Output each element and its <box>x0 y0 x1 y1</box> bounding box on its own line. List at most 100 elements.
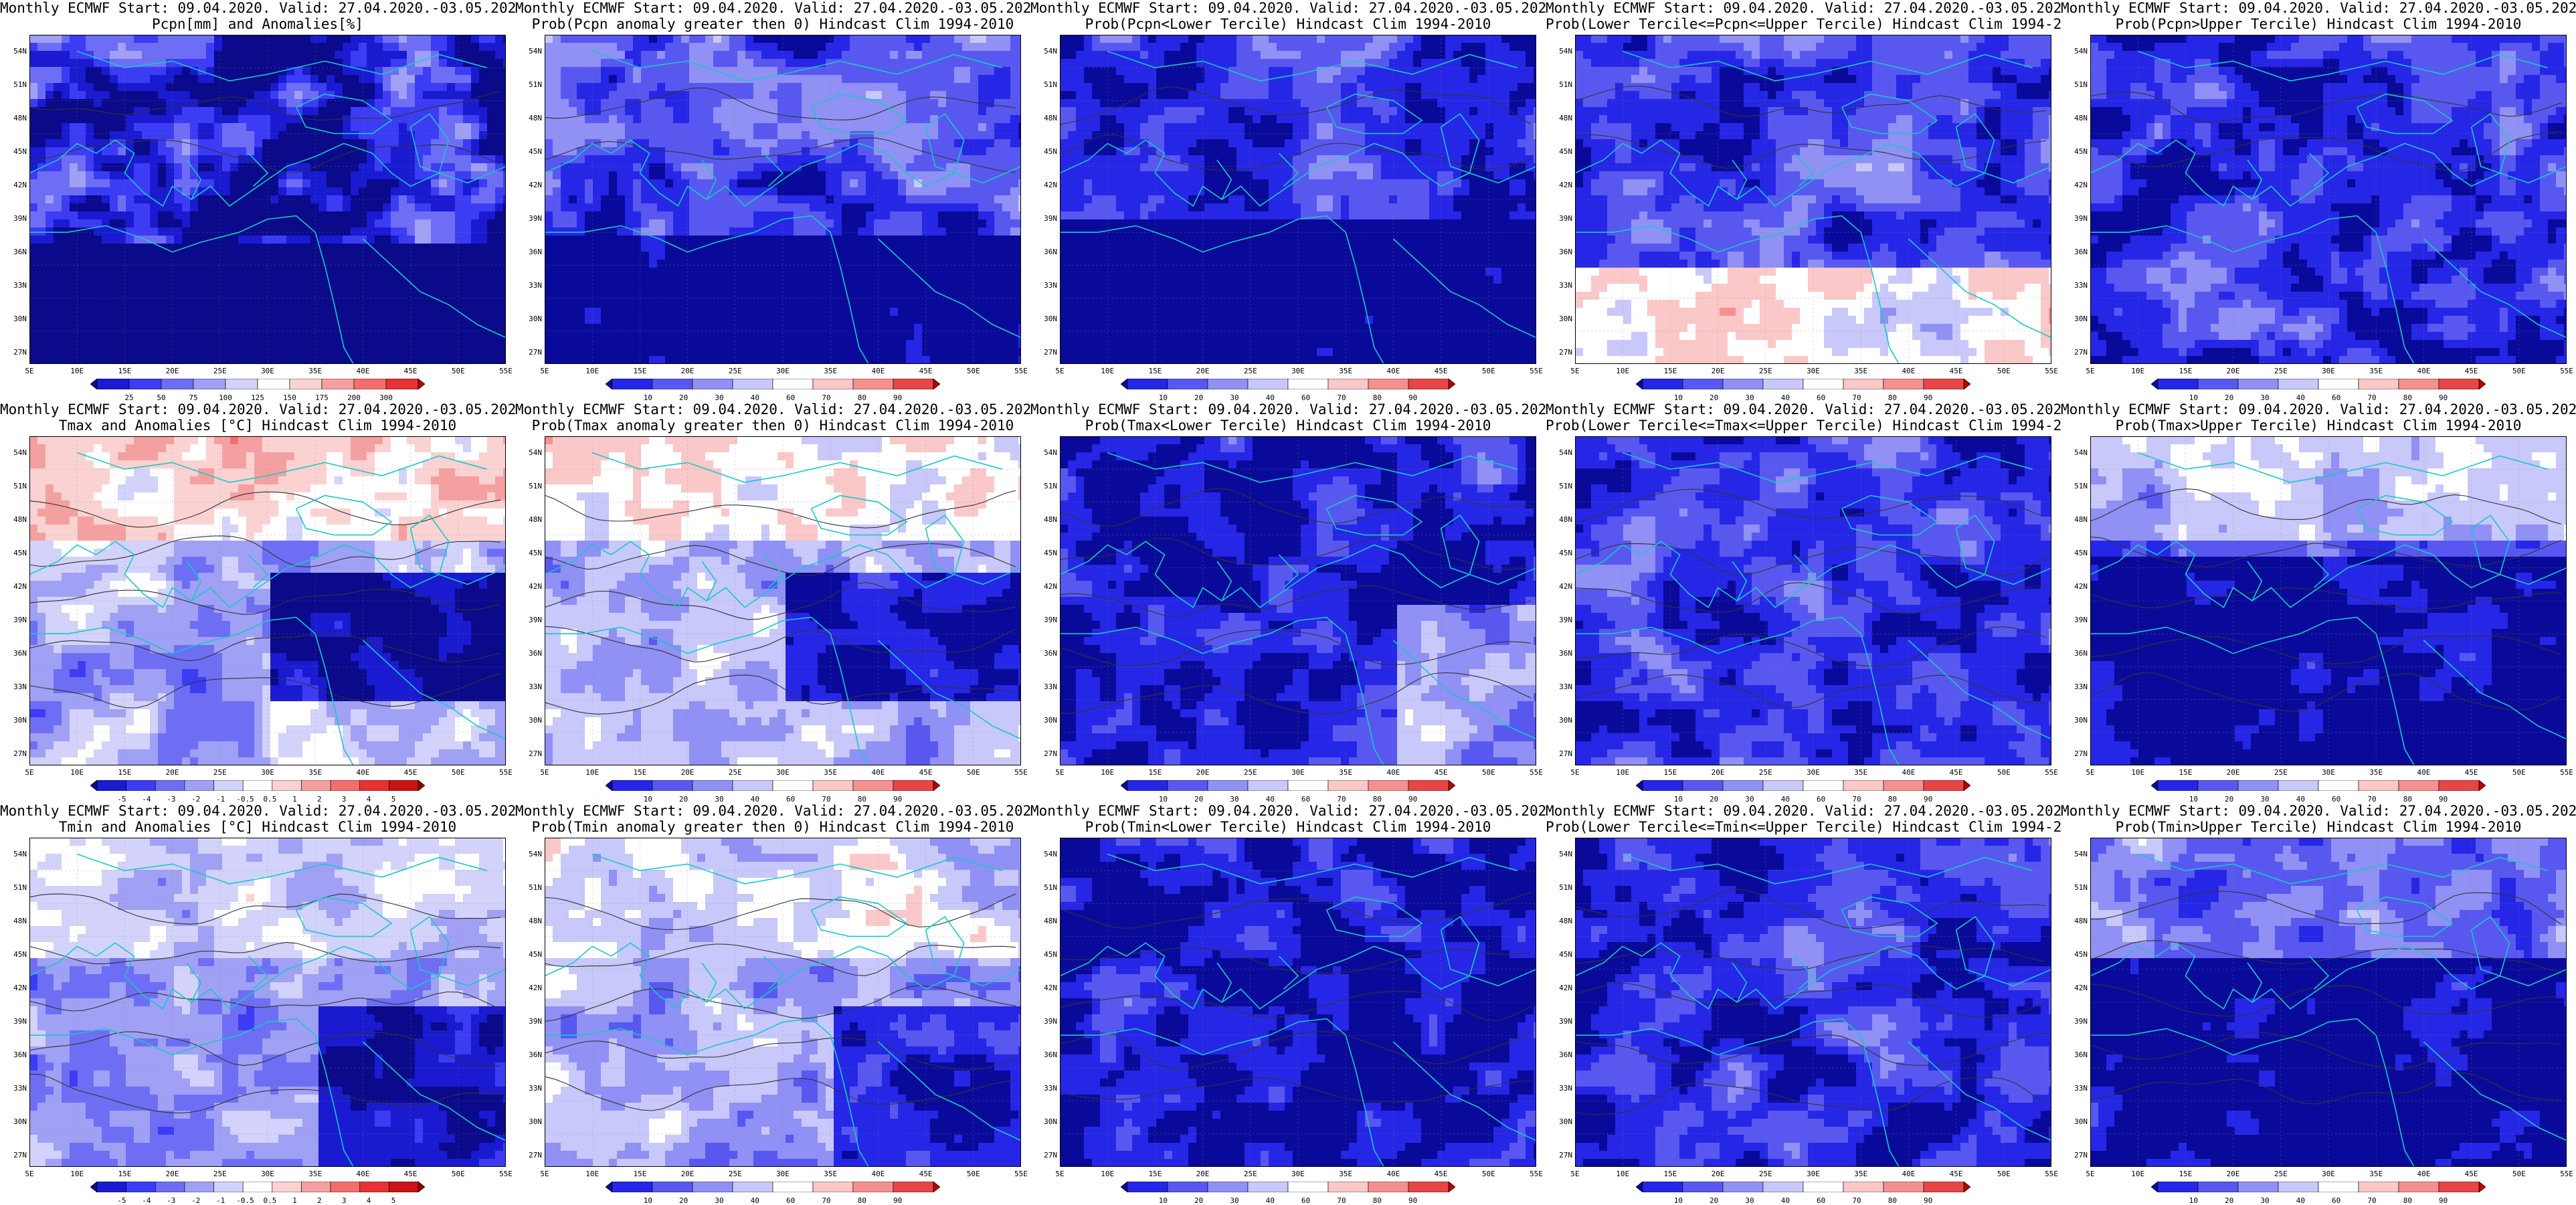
latitude-label: 27N <box>1550 348 1572 357</box>
colorbar-swatch <box>258 379 290 389</box>
colorbar-swatch <box>933 1182 940 1192</box>
latitude-label: 48N <box>4 114 27 122</box>
colorbar-swatch <box>693 379 733 389</box>
latitude-label: 27N <box>519 749 542 758</box>
colorbar-swatch <box>773 379 813 389</box>
latitude-label: 36N <box>519 1050 542 1059</box>
panel-title-line1: Monthly ECMWF Start: 09.04.2020. Valid: … <box>1546 0 2061 16</box>
longitude-label: 45E <box>919 768 933 777</box>
map-field-svg <box>2090 838 2567 1167</box>
latitude-label: 42N <box>1550 181 1572 189</box>
latitude-label: 54N <box>2065 47 2088 56</box>
latitude-label: 51N <box>519 482 542 490</box>
map-field-svg <box>29 35 506 364</box>
longitude-label: 45E <box>919 367 933 375</box>
panel-title: Monthly ECMWF Start: 09.04.2020. Valid: … <box>1030 401 1546 436</box>
colorbar-swatch <box>1328 780 1368 791</box>
latitude-label: 42N <box>1550 984 1572 992</box>
longitude-label: 45E <box>1950 367 1963 375</box>
longitude-label: 30E <box>2322 367 2335 375</box>
map-field-svg <box>1060 838 1536 1167</box>
colorbar-swatch <box>354 379 386 389</box>
longitude-label: 40E <box>871 367 885 375</box>
longitude-label: 45E <box>404 1170 418 1178</box>
forecast-map <box>1575 436 2051 765</box>
latitude-label: 27N <box>519 1151 542 1160</box>
latitude-label: 27N <box>519 348 542 357</box>
longitude-label: 40E <box>1386 768 1400 777</box>
longitude-label: 55E <box>1530 367 1543 375</box>
colorbar-label: 60 <box>1301 1196 1310 1205</box>
latitude-label: 30N <box>2065 314 2088 323</box>
colorbar-swatch <box>161 379 193 389</box>
colorbar-swatch <box>1121 1182 1127 1192</box>
colorbar-swatch <box>893 780 933 791</box>
colorbar-swatch <box>1168 379 1208 389</box>
colorbar-label: 0.5 <box>264 1196 277 1205</box>
latitude-label: 54N <box>1550 47 1572 56</box>
longitude-label: 5E <box>540 768 549 777</box>
map-field-svg <box>545 436 1021 765</box>
colorbar-swatch <box>933 780 940 791</box>
longitude-label: 45E <box>1435 1170 1448 1178</box>
forecast-panel: Monthly ECMWF Start: 09.04.2020. Valid: … <box>0 0 515 401</box>
colorbar-swatch <box>612 780 652 791</box>
longitude-label: 10E <box>585 1170 599 1178</box>
latitude-label: 33N <box>4 682 27 691</box>
longitude-label: 20E <box>166 768 179 777</box>
panel-title-line2: Tmin and Anomalies [°C] Hindcast Clim 19… <box>0 819 515 835</box>
colorbar-swatch <box>301 780 331 791</box>
latitude-label: 36N <box>1550 649 1572 658</box>
colorbar-swatch <box>225 379 258 389</box>
colorbar-swatch <box>606 379 612 389</box>
colorbar-label: 30 <box>715 1196 723 1205</box>
latitude-label: 51N <box>1550 482 1572 490</box>
colorbar-label: 80 <box>858 1196 866 1205</box>
latitude-label: 51N <box>1550 80 1572 89</box>
colorbar-swatch <box>2359 780 2399 791</box>
latitude-label: 42N <box>1034 582 1057 591</box>
map-field-svg <box>545 35 1021 364</box>
longitude-label: 10E <box>585 768 599 777</box>
panel-title: Monthly ECMWF Start: 09.04.2020. Valid: … <box>515 0 1030 35</box>
colorbar-swatch <box>1408 1182 1449 1192</box>
longitude-label: 40E <box>871 768 885 777</box>
colorbar-swatch <box>2158 379 2198 389</box>
latitude-label: 51N <box>1550 883 1572 892</box>
longitude-label: 5E <box>1055 367 1064 375</box>
latitude-label: 39N <box>1034 616 1057 624</box>
colorbar-swatch <box>360 1182 389 1192</box>
longitude-label: 30E <box>261 768 274 777</box>
longitude-label: 55E <box>2560 367 2573 375</box>
colorbar-swatch <box>1127 379 1168 389</box>
colorbar-swatch <box>243 1182 272 1192</box>
map-field-svg <box>2090 436 2567 765</box>
colorbar-swatch <box>1803 780 1843 791</box>
colorbar-label: 80 <box>2403 1196 2412 1205</box>
colorbar-swatch <box>652 379 693 389</box>
longitude-label: 20E <box>1196 367 1210 375</box>
colorbar-label: 20 <box>679 1196 688 1205</box>
longitude-label: 50E <box>967 768 980 777</box>
longitude-label: 5E <box>2086 768 2094 777</box>
longitude-label: 50E <box>452 1170 465 1178</box>
colorbar-label: 4 <box>367 1196 371 1205</box>
panel-title-line2: Prob(Tmin anomaly greater then 0) Hindca… <box>515 819 1030 835</box>
latitude-label: 51N <box>1034 883 1057 892</box>
colorbar-swatch <box>1843 1182 1883 1192</box>
longitude-label: 5E <box>540 367 549 375</box>
latitude-label: 48N <box>1550 114 1572 122</box>
longitude-label: 30E <box>776 1170 790 1178</box>
longitude-label: 5E <box>1570 367 1579 375</box>
latitude-label: 45N <box>1550 549 1572 557</box>
longitude-label: 5E <box>25 768 33 777</box>
panel-title-line2: Prob(Lower Tercile<=Tmin<=Upper Tercile)… <box>1546 819 2061 835</box>
colorbar-swatch <box>652 780 693 791</box>
longitude-label: 50E <box>1482 367 1495 375</box>
latitude-label: 54N <box>519 448 542 457</box>
longitude-label: 45E <box>404 367 418 375</box>
colorbar-swatch <box>1449 1182 1455 1192</box>
colorbar-swatch <box>1168 1182 1208 1192</box>
colorbar-swatch <box>2439 780 2479 791</box>
